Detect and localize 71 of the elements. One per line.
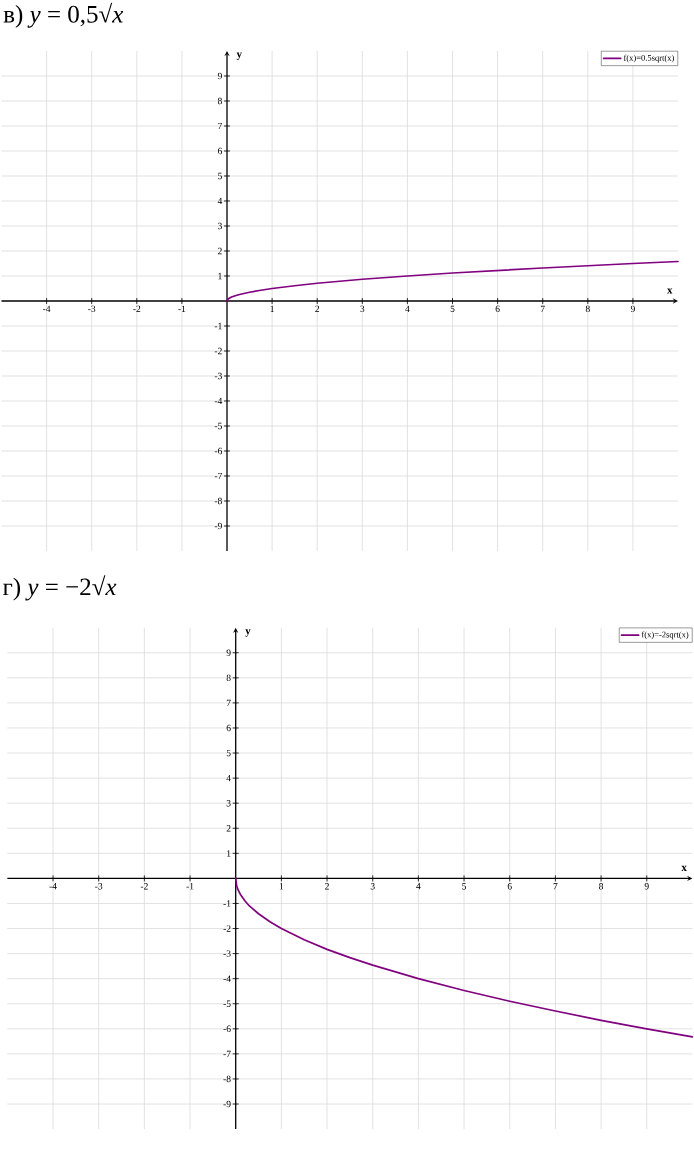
x-tick-label: 2 <box>325 883 329 890</box>
x-tick-label: 4 <box>405 305 410 312</box>
x-tick-label: 7 <box>540 305 545 312</box>
x-tick-label: 3 <box>370 883 375 890</box>
x-tick-label: 6 <box>507 883 512 890</box>
y-tick-label: -9 <box>223 1100 231 1108</box>
y-tick-label: 8 <box>217 97 222 105</box>
x-tick-label: -1 <box>186 883 194 890</box>
y-tick-label: 9 <box>226 649 231 656</box>
x-tick-label: 4 <box>416 883 421 890</box>
y-tick-label: -1 <box>214 322 222 330</box>
y-tick-label: -3 <box>223 950 231 957</box>
y-tick-label: -6 <box>214 447 223 455</box>
x-tick-label: 8 <box>599 883 604 890</box>
x-tick-label: 1 <box>279 883 284 890</box>
x-tick-label: -2 <box>140 883 148 890</box>
y-tick-label: 5 <box>218 172 222 180</box>
y-tick-label: 9 <box>217 72 222 80</box>
y-tick-label: 7 <box>218 122 223 130</box>
legend-label: f(x)=0.5sqrt(x) <box>623 54 674 63</box>
y-tick-label: -7 <box>214 472 223 480</box>
x-tick-label: 1 <box>270 305 274 312</box>
y-tick-label: -8 <box>223 1075 231 1083</box>
x-tick-label: -1 <box>178 305 186 312</box>
x-tick-label: -2 <box>133 305 141 312</box>
y-tick-label: -5 <box>214 422 222 430</box>
x-tick-label: 5 <box>462 883 467 890</box>
y-tick-label: 1 <box>218 272 222 280</box>
y-tick-label: 1 <box>227 850 231 857</box>
y-tick-label: 6 <box>217 147 223 155</box>
x-tick-label: -3 <box>95 883 103 890</box>
y-tick-label: -2 <box>214 347 222 355</box>
y-axis-title: y <box>245 629 251 637</box>
y-tick-label: 2 <box>226 825 231 832</box>
y-tick-label: 4 <box>217 197 223 205</box>
y-tick-label: -9 <box>214 522 222 530</box>
legend-label: f(x)=-2sqrt(x) <box>641 631 689 640</box>
y-tick-label: -1 <box>223 900 231 907</box>
x-tick-label: 5 <box>450 305 455 312</box>
y-tick-label: -6 <box>223 1025 231 1033</box>
y-tick-label: 7 <box>226 699 231 707</box>
x-tick-label: -4 <box>43 305 51 312</box>
y-tick-label: -2 <box>223 925 231 932</box>
y-tick-label: -3 <box>214 372 222 380</box>
x-tick-label: 8 <box>585 305 590 313</box>
y-tick-label: 3 <box>218 222 222 230</box>
line-series <box>234 877 694 1038</box>
y-tick-label: -4 <box>214 397 223 405</box>
y-tick-label: -5 <box>223 1000 231 1007</box>
x-tick-label: 9 <box>630 305 635 313</box>
chart-title: г) y = −2√x <box>3 575 117 601</box>
x-axis-title: x <box>667 288 673 294</box>
y-tick-label: -7 <box>223 1050 231 1057</box>
x-tick-label: -3 <box>88 305 96 313</box>
y-tick-label: -4 <box>223 975 231 982</box>
y-tick-label: 3 <box>226 799 231 807</box>
y-tick-label: 5 <box>226 749 231 757</box>
chart-title: в) y = 0,5√x <box>3 2 124 28</box>
x-tick-label: 7 <box>553 883 558 890</box>
x-tick-label: 6 <box>495 305 500 313</box>
x-tick-label: 2 <box>315 305 320 312</box>
y-tick-label: 2 <box>217 247 222 255</box>
x-axis-title: x <box>681 865 687 871</box>
y-tick-label: 8 <box>226 674 231 682</box>
x-tick-label: 9 <box>644 883 649 890</box>
y-axis-title: y <box>236 52 242 60</box>
x-tick-label: 3 <box>360 305 365 313</box>
x-tick-label: -4 <box>49 883 57 890</box>
y-tick-label: 4 <box>226 774 231 782</box>
y-tick-label: -8 <box>214 497 222 505</box>
y-tick-label: 6 <box>226 724 231 732</box>
